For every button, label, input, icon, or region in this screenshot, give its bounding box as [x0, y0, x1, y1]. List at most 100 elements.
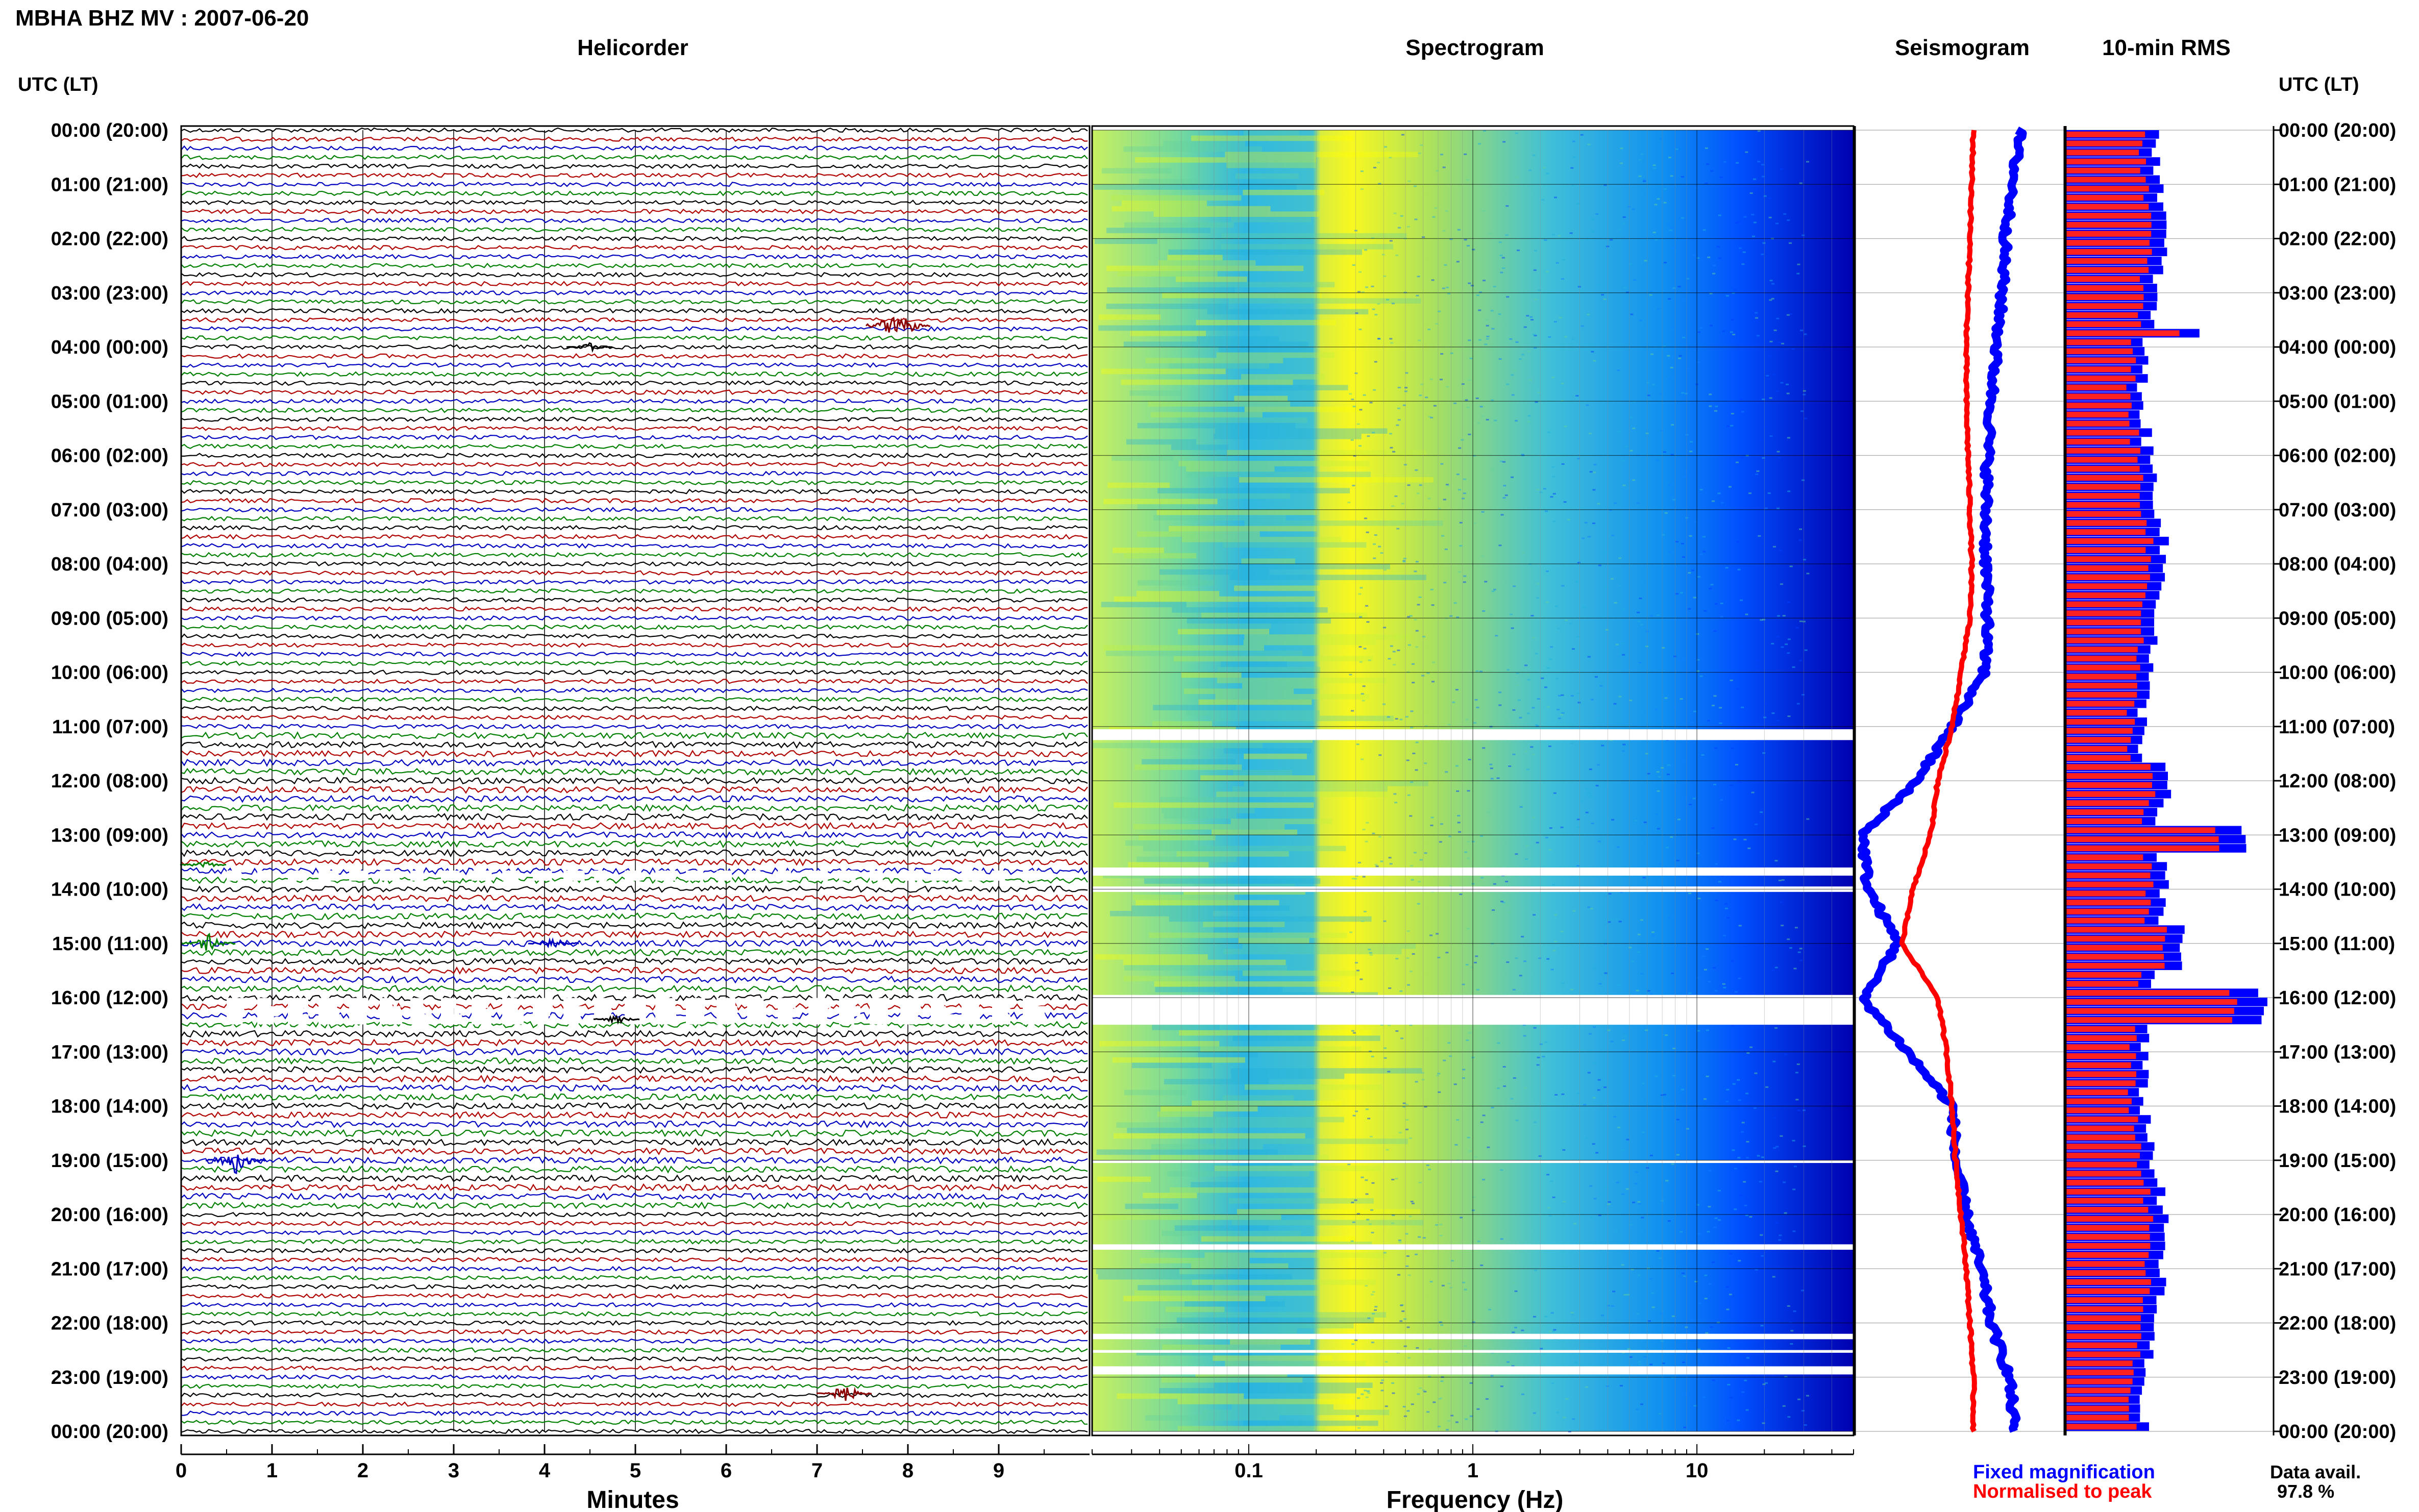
spectrogram-speckle [1688, 608, 1691, 610]
spectrogram-speckle [1466, 179, 1469, 181]
spectrogram-speckle [1426, 672, 1430, 674]
spectrogram-speckle [1376, 162, 1380, 164]
spectrogram-speckle [1681, 542, 1684, 544]
spectrogram-speckle [1783, 213, 1787, 215]
spectrogram-speckle [1539, 491, 1543, 493]
spectrogram-cell [1101, 602, 1187, 607]
spectrogram-cell [1217, 666, 1321, 673]
hour-label-right: 10:00 (06:00) [2279, 662, 2396, 684]
helicorder-trace [181, 534, 1088, 540]
spectrogram-speckle [1765, 1409, 1768, 1411]
rms-bar-normalised [2066, 1423, 2137, 1430]
spectrogram-speckle [1790, 1343, 1793, 1345]
spectrogram-speckle [1766, 375, 1769, 377]
spectrogram-speckle [1445, 771, 1448, 773]
spectrogram-speckle [1417, 276, 1420, 278]
spectrogram-speckle [1754, 1072, 1758, 1074]
spectrogram-speckle [1490, 778, 1494, 780]
spectrogram-speckle [1486, 325, 1489, 327]
spectrogram-speckle [1476, 988, 1479, 990]
spectrogram-speckle [1409, 1137, 1413, 1139]
spectrogram-speckle [1535, 724, 1538, 726]
spectrogram-speckle [1662, 1362, 1665, 1365]
spectrogram-speckle [1482, 747, 1486, 749]
spectrogram-speckle [1769, 299, 1772, 301]
spectrogram-speckle [1670, 836, 1673, 838]
spectrogram-speckle [1349, 393, 1352, 395]
spectrogram-speckle [1351, 1201, 1354, 1203]
spectrogram-speckle [1704, 969, 1707, 971]
spectrogram-speckle [1389, 157, 1392, 159]
spectrogram-speckle [1401, 503, 1404, 505]
spectrogram-speckle [1550, 1180, 1553, 1182]
spectrogram-speckle [1463, 492, 1466, 494]
spectrogram-speckle [1444, 264, 1447, 266]
spectrogram-speckle [1422, 636, 1425, 638]
rms-bar-normalised [2066, 492, 2140, 499]
spectrogram-speckle [1720, 875, 1724, 877]
spectrogram-speckle [1657, 198, 1660, 200]
helicorder-gap [380, 998, 393, 1008]
spectrogram-speckle [1459, 545, 1463, 547]
spectrogram-speckle [1655, 813, 1659, 815]
spectrogram-speckle [1696, 633, 1699, 635]
spectrogram-cell [1143, 846, 1346, 852]
spectrogram-cell [1124, 1089, 1187, 1096]
spectrogram-speckle [1780, 382, 1784, 384]
helicorder-gap [900, 998, 921, 1008]
spectrogram-speckle [1388, 987, 1392, 989]
spectrogram-cell [1186, 472, 1371, 477]
spectrogram-speckle [1799, 948, 1803, 950]
spectrogram-speckle [1743, 216, 1747, 218]
hour-label-right: 18:00 (14:00) [2279, 1096, 2396, 1118]
spectrogram-speckle [1720, 616, 1723, 618]
rms-bar-normalised [2066, 999, 2237, 1005]
rms-bar-normalised [2066, 619, 2141, 626]
spectrogram-speckle [1355, 312, 1359, 314]
spectrogram-title: Spectrogram [1405, 35, 1544, 60]
spectrogram-speckle [1392, 1214, 1395, 1216]
helicorder-trace [181, 1174, 1088, 1183]
spectrogram-speckle [1453, 1083, 1457, 1085]
helicorder-trace [181, 1057, 1088, 1065]
spectrogram-speckle [1498, 241, 1502, 243]
rms-bar-normalised [2066, 718, 2135, 725]
spectrogram-cell [1239, 477, 1434, 483]
spectrogram-speckle [1561, 400, 1564, 402]
spectrogram-speckle [1393, 212, 1397, 214]
spectrogram-cell [1201, 612, 1368, 618]
spectrogram-speckle [1366, 621, 1370, 623]
spectrogram-speckle [1548, 745, 1551, 747]
spectrogram-speckle [1688, 893, 1692, 895]
helicorder-trace [181, 1093, 1088, 1101]
spectrogram-speckle [1737, 220, 1741, 222]
spectrogram-speckle [1775, 1222, 1779, 1224]
spectrogram-speckle [1769, 280, 1773, 282]
helicorder-trace [181, 1183, 1088, 1192]
spectrogram-speckle [1671, 1163, 1674, 1165]
helicorder-trace [181, 145, 1088, 151]
rms-bar-normalised [2066, 221, 2152, 228]
spectrogram-speckle [1396, 424, 1399, 426]
spectrogram-speckle [1395, 1178, 1398, 1180]
spectrogram-speckle [1491, 468, 1495, 470]
spectrogram-speckle [1514, 1290, 1518, 1292]
spectrogram-speckle [1542, 1056, 1545, 1058]
rms-bar-normalised [2066, 131, 2145, 138]
helicorder-gap [380, 870, 400, 881]
spectrogram-speckle [1598, 564, 1601, 566]
spectrogram-speckle [1461, 498, 1465, 500]
spectrogram-speckle [1511, 1365, 1515, 1367]
helicorder-gap [717, 1006, 737, 1017]
spectrogram-cell [1177, 417, 1307, 423]
spectrogram-speckle [1380, 1390, 1384, 1392]
spectrogram-speckle [1738, 1099, 1741, 1101]
hour-label-left: 18:00 (14:00) [51, 1096, 168, 1118]
data-availability-value: 97.8 % [2277, 1481, 2334, 1502]
spectrogram-speckle [1426, 1411, 1430, 1413]
spectrogram-speckle [1378, 754, 1382, 756]
spectrogram-speckle [1614, 602, 1617, 604]
spectrogram-speckle [1642, 1082, 1645, 1084]
spectrogram-cell [1229, 575, 1426, 580]
helicorder-trace [181, 1248, 1088, 1254]
